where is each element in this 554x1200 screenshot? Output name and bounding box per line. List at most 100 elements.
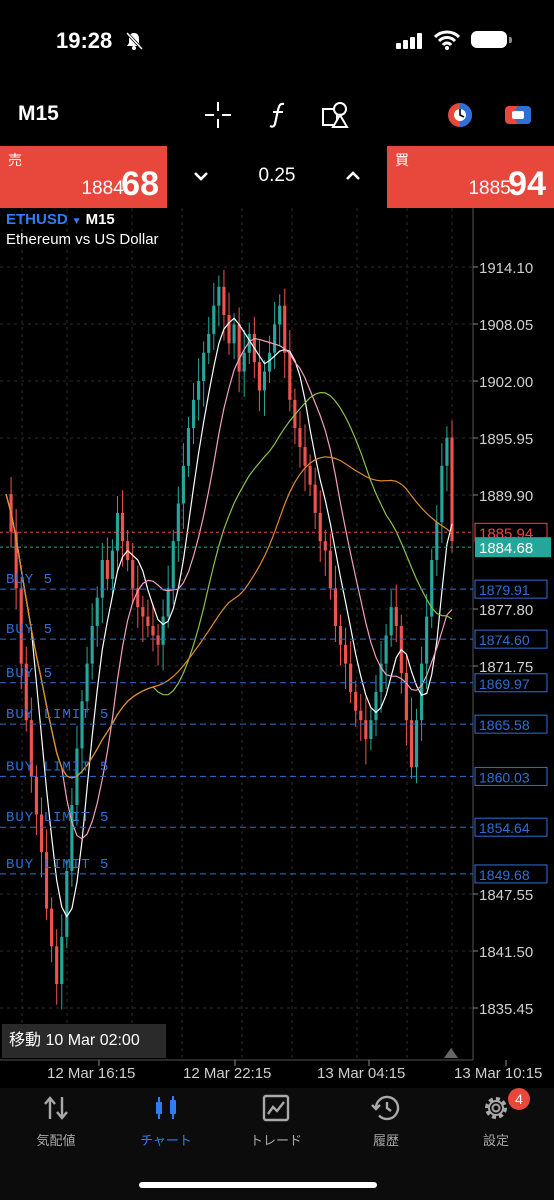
candle-body (409, 720, 414, 768)
candle-body (115, 512, 120, 551)
candle-body (217, 286, 221, 306)
buy-button[interactable]: 買 1885. 94 (387, 146, 554, 208)
candle-body (197, 381, 201, 400)
candle-body (90, 625, 94, 664)
candle-body (181, 465, 185, 504)
one-click-trade-panel: 売 1884. 68 0.25 買 1885. 94 (0, 146, 554, 208)
candle-body (288, 352, 292, 400)
lot-increase-chevron-up-icon[interactable] (339, 162, 367, 190)
lot-volume-input[interactable]: 0.25 (258, 165, 296, 186)
candle-body (202, 352, 206, 382)
candle-body (425, 616, 429, 664)
price-axis-label: 1841.50 (479, 944, 533, 961)
candle-body (207, 333, 211, 353)
timeframe-button[interactable]: M15 (18, 102, 59, 125)
candle-body (146, 616, 150, 626)
candle-body (394, 607, 398, 626)
symbol-selector[interactable]: ETHUSD ▼ M15 (6, 211, 115, 228)
candle-body (384, 635, 388, 664)
candle-body (60, 936, 64, 984)
candle-body (110, 550, 115, 579)
order-price-tag (474, 864, 548, 884)
order-price-label: 1854.64 (479, 820, 530, 836)
candle-body (227, 315, 231, 344)
candle-body (151, 625, 155, 636)
order-price-label: 1874.60 (479, 632, 530, 648)
settings-badge: 4 (508, 1088, 530, 1110)
candle-body (24, 663, 28, 721)
candle-body (222, 286, 226, 316)
function-icon[interactable] (262, 98, 296, 132)
candle-body (440, 465, 444, 523)
candle-body (50, 908, 54, 947)
candle-body (70, 804, 74, 871)
buy-label: 買 (395, 152, 409, 168)
candle-body (303, 446, 307, 466)
candle-body (247, 333, 251, 353)
price-chart[interactable]: BUY 5 1879.91 BUY 5 1874.60 BUY 5 1869.97 BUY … (0, 208, 554, 1088)
candle-body (313, 484, 317, 513)
tab-settings[interactable]: 設定 4 (446, 1088, 546, 1152)
candle-body (414, 720, 419, 768)
candle-body (29, 720, 33, 777)
order-price-label: 1879.91 (479, 582, 530, 598)
candle-body (318, 512, 322, 542)
candle-body (212, 305, 216, 334)
tab-trade[interactable]: トレード (226, 1092, 326, 1152)
wifi-icon (434, 30, 460, 50)
sell-button[interactable]: 売 1884. 68 (0, 146, 167, 208)
order-label: BUY 5 (6, 572, 53, 588)
price-axis-label: 1895.95 (479, 431, 533, 448)
candle-body (55, 946, 59, 984)
candle-body (95, 597, 99, 626)
trade-icon (226, 1092, 326, 1124)
order-price-tag (474, 714, 548, 734)
price-axis-label: 1877.80 (479, 602, 533, 619)
sell-price-pips: 68 (121, 165, 159, 203)
order-label: BUY LIMIT 5 (6, 759, 109, 775)
candle-body (404, 673, 408, 721)
candle-body (14, 531, 18, 589)
candle-body (267, 352, 272, 372)
one-click-trading-icon[interactable] (443, 98, 477, 132)
candle-body (298, 428, 302, 447)
order-label: BUY LIMIT 5 (6, 810, 109, 826)
order-price-tag (474, 766, 548, 786)
objects-icon[interactable] (318, 98, 352, 132)
home-indicator (139, 1182, 377, 1188)
order-price-tag (474, 579, 548, 599)
lot-decrease-chevron-down-icon[interactable] (187, 162, 215, 190)
candle-body (156, 635, 160, 645)
candle-body (39, 814, 44, 853)
tab-history[interactable]: 履歴 (336, 1092, 436, 1152)
price-axis-label: 1835.45 (479, 1001, 533, 1018)
tab-chart[interactable]: チャート (116, 1092, 216, 1152)
ma-line-pink (5, 337, 453, 840)
candles-group (9, 269, 454, 1010)
order-price-label: 1865.58 (479, 717, 530, 733)
candle-body (242, 352, 246, 372)
tab-settings-label: 設定 (482, 1133, 509, 1148)
battery-icon (471, 31, 512, 48)
candle-body (136, 588, 140, 608)
candle-body (80, 701, 84, 749)
candle-body (278, 305, 282, 325)
candle-body (283, 305, 287, 353)
candle-body (364, 720, 368, 740)
chart-icon (116, 1092, 216, 1124)
price-axis-label: 1908.05 (479, 317, 533, 334)
crosshair-icon[interactable] (201, 98, 235, 132)
bottom-tab-bar: 気配値 チャート トレード 履歴 設定 4 (0, 1088, 554, 1200)
price-axis-label: 1871.75 (479, 659, 533, 676)
history-icon (336, 1092, 436, 1124)
symbol-description: Ethereum vs US Dollar (6, 231, 159, 248)
candle-body (349, 663, 353, 692)
chart-canvas[interactable]: BUY 5 1879.91 BUY 5 1874.60 BUY 5 1869.97 BUY … (0, 208, 554, 1088)
candle-body (333, 588, 338, 626)
candle-body (191, 399, 196, 429)
symbol-name: ETHUSD (6, 211, 68, 228)
tab-quotes[interactable]: 気配値 (6, 1092, 106, 1152)
trade-panel-toggle-icon[interactable] (501, 98, 535, 132)
order-price-tag (474, 629, 548, 649)
order-label: BUY LIMIT 5 (6, 707, 109, 723)
